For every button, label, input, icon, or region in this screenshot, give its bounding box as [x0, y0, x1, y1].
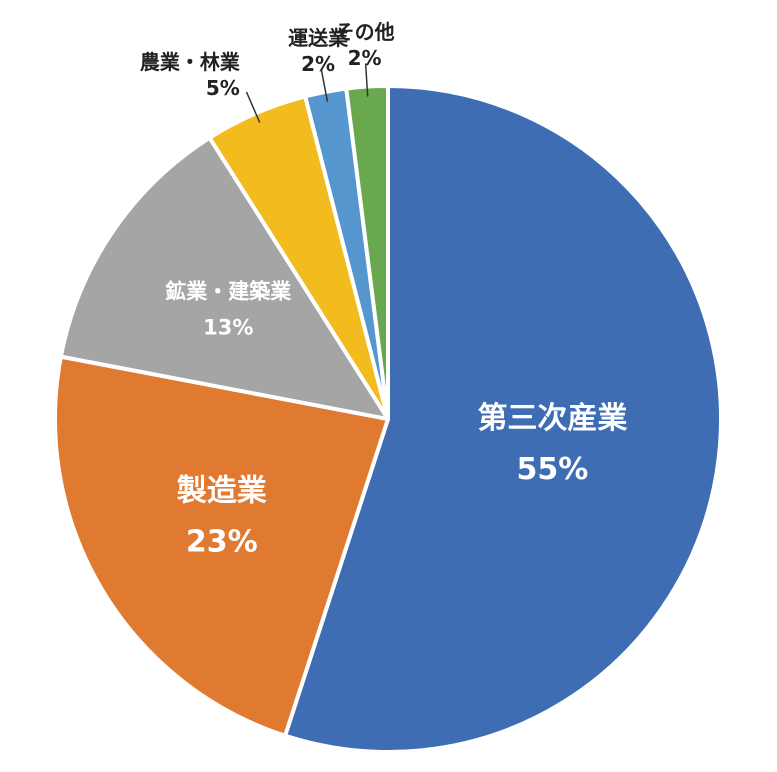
leader-line: [245, 91, 261, 123]
slice-value: 23%: [186, 524, 258, 559]
pie-slice: [53, 354, 390, 738]
slice-label: 第三次産業: [477, 401, 627, 436]
pie-slice: [58, 135, 390, 421]
slice-label: 鉱業・建築業: [165, 280, 292, 304]
slice-value: 13%: [203, 315, 253, 339]
leader-line: [320, 68, 329, 102]
slice-value: 5%: [206, 76, 240, 100]
leader-line: [364, 63, 369, 97]
slice-value: 2%: [348, 46, 382, 70]
pie-slice: [283, 84, 723, 754]
slice-label: その他: [335, 20, 395, 44]
slice-label: 運送業: [288, 26, 349, 50]
slice-label: 製造業: [177, 473, 267, 508]
slice-value: 55%: [517, 452, 589, 487]
slice-value: 2%: [301, 52, 335, 76]
slice-label: 農業・林業: [140, 50, 241, 74]
